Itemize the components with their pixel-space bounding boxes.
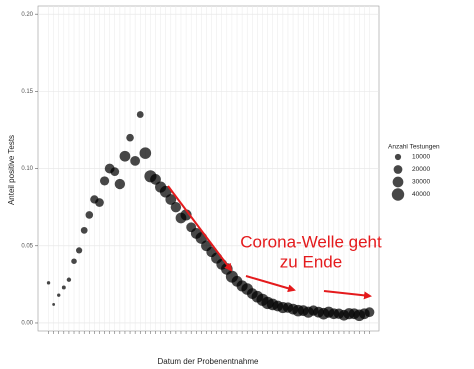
legend-title: Anzahl Testungen bbox=[388, 144, 440, 151]
point bbox=[114, 178, 126, 190]
point bbox=[85, 211, 94, 219]
arrow bbox=[167, 185, 233, 272]
y-tick-label: 0.10 bbox=[21, 166, 33, 172]
point bbox=[165, 194, 177, 205]
point bbox=[57, 293, 61, 297]
legend: 10000 20000 30000 40000 bbox=[391, 153, 430, 201]
annotation: zu Ende bbox=[280, 252, 342, 271]
annotation: Corona-Welle geht bbox=[240, 232, 382, 251]
y-axis-title: Anteil positive Tests bbox=[7, 135, 16, 205]
legend-symbol bbox=[392, 176, 404, 188]
legend-label: 30000 bbox=[412, 179, 430, 186]
y-tick-label: 0.00 bbox=[21, 321, 33, 327]
point bbox=[119, 150, 131, 162]
point bbox=[99, 176, 110, 186]
point bbox=[46, 281, 51, 285]
legend-label: 10000 bbox=[412, 154, 430, 161]
legend-label: 20000 bbox=[412, 166, 430, 173]
arrow bbox=[245, 275, 296, 293]
point bbox=[76, 247, 83, 254]
point bbox=[110, 167, 120, 177]
point bbox=[170, 201, 182, 213]
point bbox=[80, 226, 88, 234]
point bbox=[150, 174, 161, 185]
point bbox=[71, 258, 77, 264]
point bbox=[126, 133, 134, 142]
arrow bbox=[323, 290, 372, 300]
x-axis-title: Datum der Probenentnahme bbox=[158, 357, 260, 366]
point bbox=[66, 277, 72, 282]
legend-label: 40000 bbox=[412, 191, 430, 198]
point bbox=[95, 198, 104, 207]
legend-symbol bbox=[391, 188, 405, 201]
point bbox=[180, 209, 192, 221]
point bbox=[52, 303, 56, 306]
y-tick-label: 0.20 bbox=[21, 12, 33, 18]
y-tick-label: 0.15 bbox=[21, 89, 33, 95]
point bbox=[61, 285, 66, 290]
point bbox=[130, 155, 141, 166]
legend-symbol bbox=[393, 165, 403, 174]
legend-symbol bbox=[394, 153, 402, 161]
point bbox=[139, 147, 152, 159]
points bbox=[46, 111, 375, 322]
point bbox=[364, 307, 375, 318]
y-tick-label: 0.05 bbox=[21, 243, 33, 249]
point bbox=[136, 111, 144, 118]
